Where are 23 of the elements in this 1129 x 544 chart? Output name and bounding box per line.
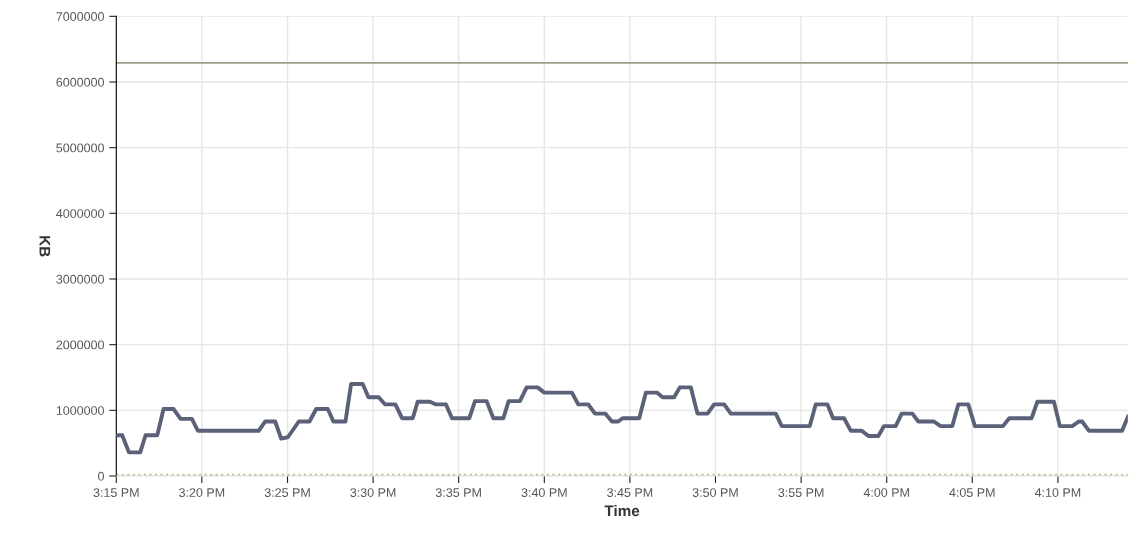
x-tick-label: 3:40 PM bbox=[521, 488, 567, 497]
x-tick-label: 4:10 PM bbox=[1034, 488, 1081, 497]
x-tick-label: 3:55 PM bbox=[778, 488, 824, 497]
y-tick-label: 0 bbox=[98, 471, 104, 481]
y-tick-label: 7000000 bbox=[56, 12, 104, 21]
y-tick-label: 2000000 bbox=[56, 340, 104, 350]
line-series bbox=[116, 382, 1128, 455]
x-tick-label: 3:30 PM bbox=[350, 488, 396, 497]
x-axis-title: Time bbox=[604, 505, 640, 517]
x-tick-label: 3:15 PM bbox=[93, 488, 139, 497]
x-tick-label: 3:45 PM bbox=[607, 488, 653, 497]
y-axis-title: KB bbox=[39, 236, 51, 257]
x-tick-label: 3:25 PM bbox=[264, 488, 310, 497]
x-tick-label: 3:20 PM bbox=[179, 488, 225, 497]
x-tick-label: 4:00 PM bbox=[863, 488, 909, 497]
y-tick-label: 1000000 bbox=[56, 406, 104, 415]
y-tick-label: 5000000 bbox=[56, 143, 104, 153]
x-tick-label: 3:35 PM bbox=[435, 488, 481, 497]
y-tick-label: 4000000 bbox=[56, 209, 104, 218]
y-tick-label: 3000000 bbox=[56, 274, 104, 284]
x-tick-label: 4:05 PM bbox=[949, 488, 995, 497]
y-tick-label: 6000000 bbox=[56, 77, 104, 87]
x-tick-label: 3:50 PM bbox=[692, 488, 738, 497]
